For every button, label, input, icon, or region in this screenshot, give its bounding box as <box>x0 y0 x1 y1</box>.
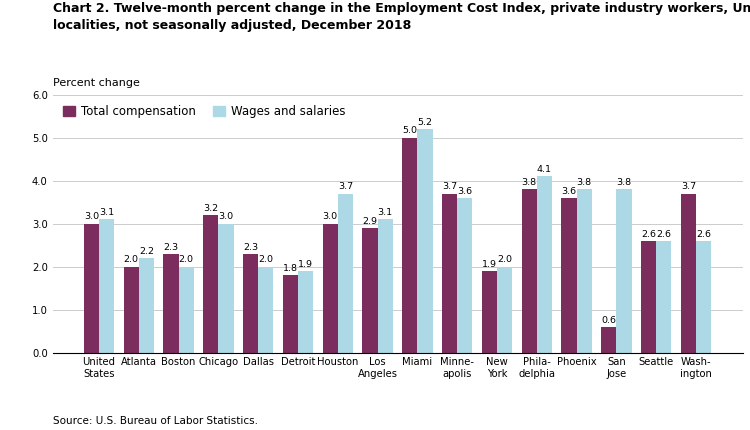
Bar <box>258 267 273 353</box>
Bar <box>616 189 632 353</box>
Bar <box>362 228 377 353</box>
Text: 3.6: 3.6 <box>562 187 577 196</box>
Text: 2.6: 2.6 <box>696 230 711 239</box>
Bar <box>482 271 497 353</box>
Bar <box>442 194 458 353</box>
Text: 5.2: 5.2 <box>418 118 433 127</box>
Text: 2.0: 2.0 <box>124 255 139 264</box>
Text: 3.8: 3.8 <box>616 178 632 187</box>
Text: 3.0: 3.0 <box>218 212 233 221</box>
Text: 3.2: 3.2 <box>203 204 218 213</box>
Text: 0.6: 0.6 <box>602 316 616 325</box>
Text: 2.9: 2.9 <box>362 217 377 226</box>
Bar <box>497 267 512 353</box>
Bar <box>283 275 298 353</box>
Text: 3.7: 3.7 <box>442 182 458 191</box>
Bar <box>338 194 353 353</box>
Bar <box>99 219 114 353</box>
Bar <box>298 271 313 353</box>
Legend: Total compensation, Wages and salaries: Total compensation, Wages and salaries <box>58 101 350 123</box>
Text: Chart 2. Twelve-month percent change in the Employment Cost Index, private indus: Chart 2. Twelve-month percent change in … <box>53 2 750 15</box>
Bar <box>377 219 393 353</box>
Bar <box>402 138 418 353</box>
Bar <box>243 254 258 353</box>
Bar <box>124 267 139 353</box>
Bar <box>602 327 616 353</box>
Text: 3.0: 3.0 <box>84 212 99 221</box>
Text: 3.1: 3.1 <box>377 208 393 217</box>
Bar <box>418 129 433 353</box>
Text: 2.0: 2.0 <box>258 255 273 264</box>
Bar <box>84 224 99 353</box>
Bar <box>681 194 696 353</box>
Bar <box>203 215 218 353</box>
Bar <box>458 198 472 353</box>
Text: 2.0: 2.0 <box>178 255 194 264</box>
Bar <box>522 189 537 353</box>
Bar <box>656 241 671 353</box>
Bar <box>139 258 154 353</box>
Text: 3.7: 3.7 <box>681 182 696 191</box>
Text: Percent change: Percent change <box>53 78 140 88</box>
Text: 3.7: 3.7 <box>338 182 353 191</box>
Text: 4.1: 4.1 <box>537 165 552 174</box>
Text: 3.1: 3.1 <box>99 208 114 217</box>
Text: 2.6: 2.6 <box>641 230 656 239</box>
Text: 1.9: 1.9 <box>298 260 313 269</box>
Text: 2.3: 2.3 <box>243 243 258 252</box>
Text: 2.6: 2.6 <box>656 230 671 239</box>
Text: 3.6: 3.6 <box>458 187 472 196</box>
Text: 1.9: 1.9 <box>482 260 497 269</box>
Bar <box>641 241 656 353</box>
Text: 2.0: 2.0 <box>497 255 512 264</box>
Bar <box>696 241 711 353</box>
Bar <box>322 224 338 353</box>
Text: 2.2: 2.2 <box>139 247 154 256</box>
Text: 3.8: 3.8 <box>577 178 592 187</box>
Text: 1.8: 1.8 <box>283 264 298 273</box>
Bar <box>577 189 592 353</box>
Text: 3.0: 3.0 <box>322 212 338 221</box>
Text: localities, not seasonally adjusted, December 2018: localities, not seasonally adjusted, Dec… <box>53 19 411 32</box>
Text: Source: U.S. Bureau of Labor Statistics.: Source: U.S. Bureau of Labor Statistics. <box>53 416 257 426</box>
Text: 5.0: 5.0 <box>402 126 417 135</box>
Bar <box>218 224 233 353</box>
Text: 3.8: 3.8 <box>522 178 537 187</box>
Bar <box>178 267 194 353</box>
Bar <box>164 254 178 353</box>
Text: 2.3: 2.3 <box>164 243 178 252</box>
Bar <box>537 176 552 353</box>
Bar <box>562 198 577 353</box>
